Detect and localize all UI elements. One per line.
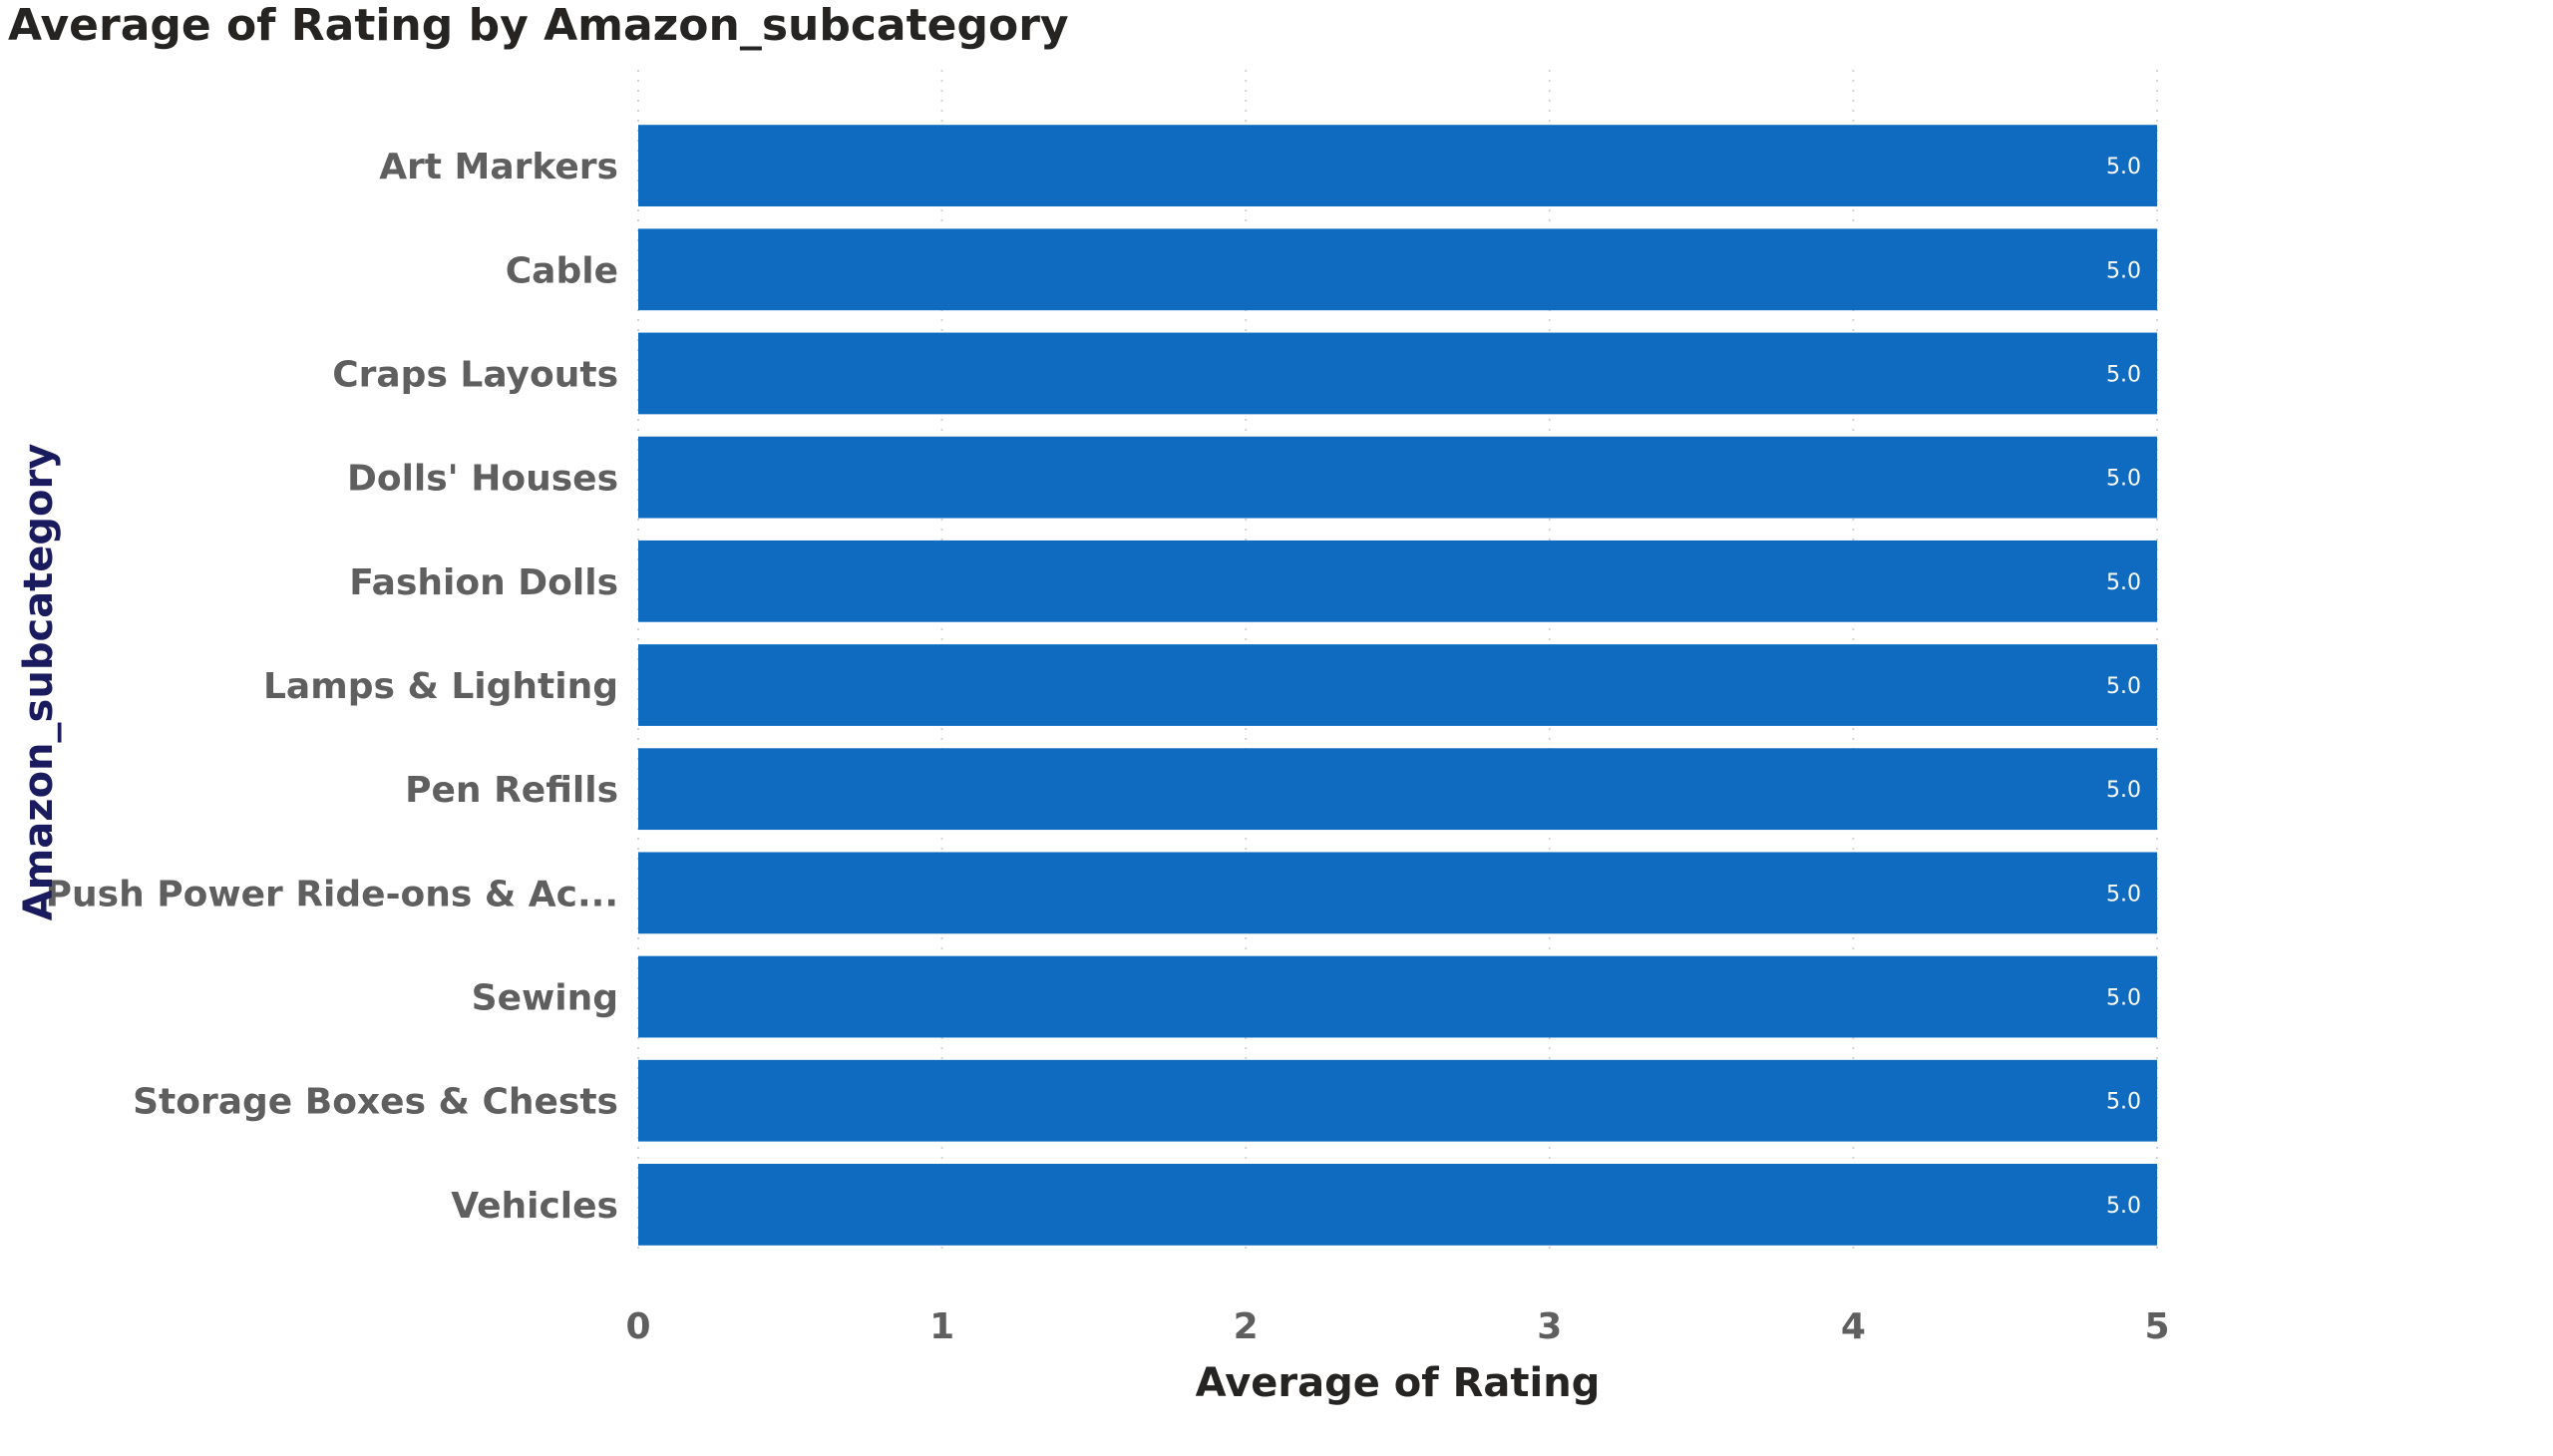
category-label: Craps Layouts xyxy=(332,354,618,395)
category-label: Sewing xyxy=(472,978,618,1019)
category-label: Lamps & Lighting xyxy=(263,666,618,707)
bar[interactable] xyxy=(638,1164,2157,1246)
x-tick-labels: 0 1 2 3 4 5 xyxy=(625,1306,2169,1347)
data-label: 5.0 xyxy=(2106,258,2141,283)
x-tick-label: 5 xyxy=(2144,1306,2169,1347)
bar[interactable] xyxy=(638,332,2157,415)
bar[interactable] xyxy=(638,125,2157,206)
y-axis-title: Amazon_subcategory xyxy=(16,444,62,921)
data-label: 5.0 xyxy=(2106,674,2141,699)
category-label: Storage Boxes & Chests xyxy=(133,1082,618,1123)
chart-title: Average of Rating by Amazon_subcategory xyxy=(8,0,1069,51)
x-tick-label: 1 xyxy=(929,1306,954,1347)
x-tick-label: 3 xyxy=(1537,1306,1562,1347)
bar[interactable] xyxy=(638,436,2157,519)
category-labels: Art Markers Cable Craps Layouts Dolls' Hous… xyxy=(46,147,618,1227)
x-tick-label: 0 xyxy=(625,1306,650,1347)
bar[interactable] xyxy=(638,228,2157,311)
category-label: Art Markers xyxy=(379,147,618,187)
bar[interactable] xyxy=(638,644,2157,726)
x-tick-label: 4 xyxy=(1841,1306,1866,1347)
bar[interactable] xyxy=(638,748,2157,831)
category-label: Push Power Ride-ons & Ac... xyxy=(46,874,618,914)
category-label: Vehicles xyxy=(451,1186,618,1227)
gridlines xyxy=(637,70,2158,1257)
bar[interactable] xyxy=(638,540,2157,622)
category-label: Fashion Dolls xyxy=(349,562,618,603)
data-label: 5.0 xyxy=(2106,155,2141,180)
data-label: 5.0 xyxy=(2106,1194,2141,1219)
data-label: 5.0 xyxy=(2106,778,2141,803)
data-label: 5.0 xyxy=(2106,882,2141,907)
category-label: Dolls' Houses xyxy=(347,459,618,500)
x-axis-title: Average of Rating xyxy=(1196,1360,1601,1406)
data-label: 5.0 xyxy=(2106,570,2141,595)
bars: 5.0 5.0 5.0 5.0 5.0 5.0 5.0 5.0 5.0 5.0 5.0 xyxy=(638,125,2157,1246)
category-label: Cable xyxy=(506,250,618,291)
data-label: 5.0 xyxy=(2106,362,2141,387)
bar[interactable] xyxy=(638,1059,2157,1142)
bar[interactable] xyxy=(638,955,2157,1038)
bar[interactable] xyxy=(638,852,2157,934)
data-label: 5.0 xyxy=(2106,986,2141,1011)
x-tick-label: 2 xyxy=(1234,1306,1259,1347)
category-label: Pen Refills xyxy=(405,770,618,811)
data-label: 5.0 xyxy=(2106,1090,2141,1115)
data-label: 5.0 xyxy=(2106,467,2141,492)
